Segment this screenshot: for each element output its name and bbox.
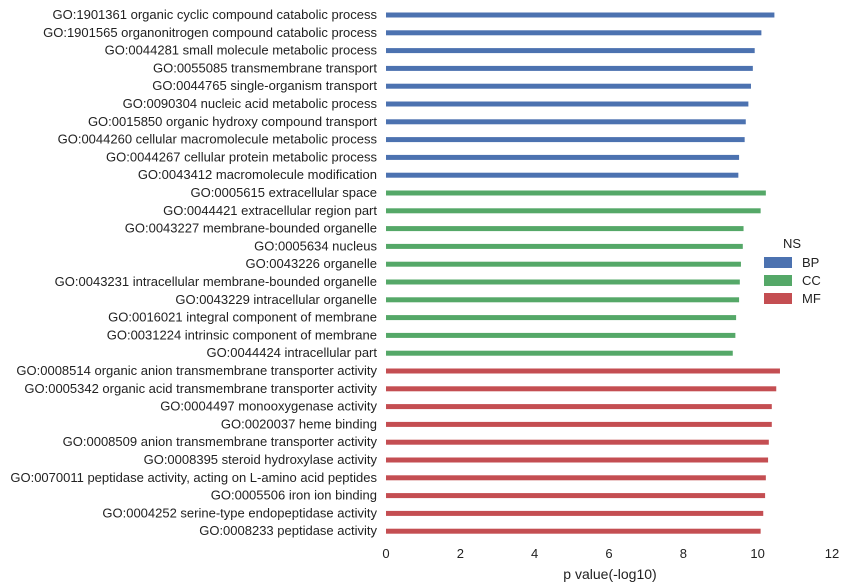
bar: [386, 208, 761, 214]
legend-label: MF: [802, 291, 821, 306]
legend-entries: BP CC MF: [764, 255, 821, 306]
x-tick-label: 6: [605, 546, 612, 561]
y-tick-label: GO:0008233 peptidase activity: [199, 523, 377, 538]
y-tick-label: GO:0044765 single-organism transport: [152, 78, 377, 93]
bar: [386, 368, 780, 374]
y-tick-label: GO:0090304 nucleic acid metabolic proces…: [123, 96, 378, 111]
bar: [386, 119, 746, 125]
bar: [386, 243, 743, 249]
bar: [386, 510, 764, 516]
legend-swatch: [764, 293, 792, 304]
bar: [386, 154, 740, 160]
x-tick-label: 2: [457, 546, 464, 561]
y-tick-label: GO:0044424 intracellular part: [206, 345, 377, 360]
bar: [386, 297, 740, 303]
y-axis-labels: GO:1901361 organic cyclic compound catab…: [10, 7, 377, 538]
bar: [386, 475, 766, 481]
y-tick-label: GO:0004252 serine-type endopeptidase act…: [102, 505, 377, 520]
y-tick-label: GO:0015850 organic hydroxy compound tran…: [88, 114, 377, 129]
bar: [386, 386, 777, 392]
legend-label: CC: [802, 273, 821, 288]
y-tick-label: GO:0005615 extracellular space: [191, 185, 377, 200]
legend-title: NS: [783, 236, 801, 251]
legend-swatch: [764, 275, 792, 286]
bar: [386, 493, 766, 499]
x-tick-label: 12: [825, 546, 839, 561]
y-tick-label: GO:0043231 intracellular membrane-bounde…: [55, 274, 377, 289]
x-axis-ticks: 0 2 4 6 8 10 12: [382, 546, 839, 561]
bar: [386, 528, 761, 534]
y-tick-label: GO:0055085 transmembrane transport: [153, 60, 377, 75]
bar: [386, 279, 740, 285]
y-tick-label: GO:0008509 anion transmembrane transport…: [63, 434, 378, 449]
bar: [386, 83, 751, 89]
bar: [386, 332, 736, 338]
x-axis-label: p value(-log10): [563, 566, 656, 582]
y-tick-label: GO:0005506 iron ion binding: [211, 488, 377, 503]
y-tick-label: GO:0043229 intracellular organelle: [175, 292, 377, 307]
y-tick-label: GO:0043226 organelle: [245, 256, 377, 271]
y-tick-label: GO:0044267 cellular protein metabolic pr…: [106, 149, 377, 164]
x-tick-label: 8: [680, 546, 687, 561]
bar: [386, 65, 753, 71]
y-tick-label: GO:0044421 extracellular region part: [163, 203, 377, 218]
y-tick-label: GO:0008514 organic anion transmembrane t…: [16, 363, 377, 378]
legend: NS BP CC MF: [764, 236, 821, 306]
bar: [386, 261, 741, 267]
bar: [386, 404, 772, 410]
bar: [386, 101, 749, 107]
y-tick-label: GO:0070011 peptidase activity, acting on…: [10, 470, 377, 485]
bar: [386, 48, 755, 54]
y-tick-label: GO:0005342 organic acid transmembrane tr…: [24, 381, 377, 396]
y-tick-label: GO:0044260 cellular macromolecule metabo…: [58, 132, 378, 147]
y-tick-label: GO:0016021 integral component of membran…: [108, 310, 377, 325]
bar: [386, 439, 769, 445]
y-tick-label: GO:0020037 heme binding: [221, 416, 377, 431]
y-tick-label: GO:0044281 small molecule metabolic proc…: [105, 43, 378, 58]
y-tick-label: GO:0008395 steroid hydroxylase activity: [144, 452, 378, 467]
bar: [386, 30, 762, 36]
bar: [386, 457, 769, 463]
x-tick-label: 10: [750, 546, 764, 561]
legend-swatch: [764, 257, 792, 268]
y-tick-label: GO:0004497 monooxygenase activity: [160, 399, 377, 414]
bars: [386, 12, 780, 534]
bar: [386, 315, 737, 321]
legend-label: BP: [802, 255, 819, 270]
y-tick-label: GO:0043412 macromolecule modification: [138, 167, 377, 182]
y-tick-label: GO:0005634 nucleus: [254, 238, 377, 253]
bar: [386, 226, 744, 232]
y-tick-label: GO:0043227 membrane-bounded organelle: [125, 221, 377, 236]
bar: [386, 350, 733, 356]
x-tick-label: 4: [531, 546, 538, 561]
bar: [386, 172, 739, 178]
y-tick-label: GO:0031224 intrinsic component of membra…: [107, 327, 377, 342]
x-tick-label: 0: [382, 546, 389, 561]
y-tick-label: GO:1901361 organic cyclic compound catab…: [53, 7, 378, 22]
bar: [386, 137, 745, 143]
bar: [386, 12, 775, 18]
y-tick-label: GO:1901565 organonitrogen compound catab…: [43, 25, 377, 40]
bar: [386, 421, 772, 427]
bar: [386, 190, 766, 196]
